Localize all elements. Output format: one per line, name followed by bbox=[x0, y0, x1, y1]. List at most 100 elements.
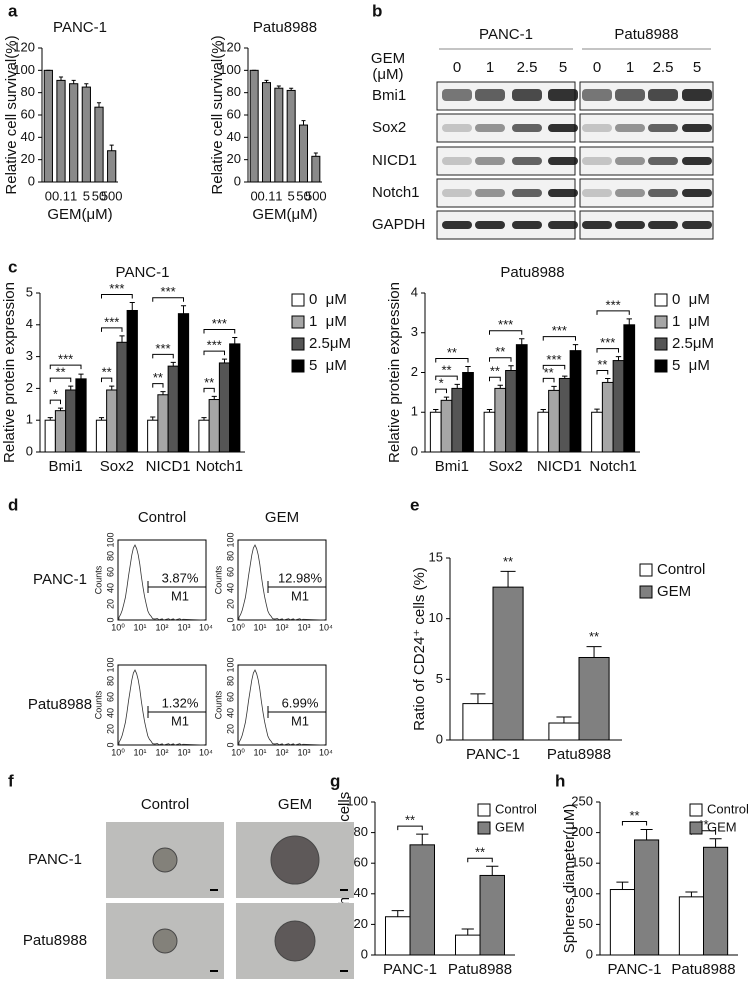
bar bbox=[81, 86, 91, 183]
error-bar bbox=[500, 570, 516, 588]
flow-x-tick-label: 10⁰ bbox=[111, 747, 125, 757]
blot-row-label: Notch1 bbox=[372, 184, 420, 201]
significance-label: ** bbox=[698, 817, 708, 832]
x-tick-label: Patu8988 bbox=[671, 961, 735, 978]
flow-x-tick-label: 10³ bbox=[297, 747, 310, 757]
flow-y-tick-label: 60 bbox=[105, 567, 115, 577]
significance-label: ** bbox=[405, 813, 415, 828]
flow-percentage: 1.32% bbox=[162, 695, 199, 710]
bar bbox=[569, 350, 582, 453]
blot-band bbox=[548, 221, 578, 229]
error-bar bbox=[519, 338, 525, 345]
blot-band bbox=[512, 89, 542, 101]
y-tick-label: 40 bbox=[227, 129, 241, 144]
bar bbox=[249, 69, 259, 183]
significance-label: *** bbox=[546, 352, 561, 367]
significance-bracket bbox=[489, 376, 501, 382]
legend-swatch bbox=[477, 821, 491, 835]
error-bar bbox=[461, 928, 474, 936]
y-tick-label: 80 bbox=[227, 84, 241, 99]
flow-x-tick-label: 10⁴ bbox=[199, 622, 213, 632]
blot-band bbox=[648, 157, 678, 165]
flow-y-tick-label: 0 bbox=[105, 617, 115, 622]
significance-label: * bbox=[53, 387, 58, 402]
panel-label: d bbox=[8, 495, 18, 514]
y-tick-label: 5 bbox=[436, 671, 443, 686]
panel-label: c bbox=[8, 257, 17, 276]
significance-bracket bbox=[49, 377, 72, 383]
flow-y-tick-label: 60 bbox=[225, 567, 235, 577]
error-bar bbox=[443, 396, 450, 401]
bar bbox=[157, 394, 169, 453]
blot-dose: 1 bbox=[486, 59, 494, 76]
y-tick-label: 20 bbox=[227, 151, 241, 166]
significance-label: ** bbox=[503, 554, 513, 569]
significance-bracket bbox=[542, 364, 566, 370]
error-bar bbox=[454, 383, 460, 389]
flow-x-tick-label: 10³ bbox=[297, 622, 310, 632]
y-tick-label: 150 bbox=[571, 855, 593, 870]
sphere bbox=[152, 847, 178, 873]
blot-band bbox=[442, 157, 472, 165]
flow-histogram bbox=[118, 544, 205, 621]
flow-x-tick-label: 10¹ bbox=[133, 747, 146, 757]
x-tick-label: 500 bbox=[101, 188, 123, 203]
significance-label: *** bbox=[552, 323, 567, 338]
significance-label: ** bbox=[153, 370, 163, 385]
flow-y-tick-label: 100 bbox=[105, 532, 115, 547]
y-tick-label: 200 bbox=[571, 824, 593, 839]
bar bbox=[609, 889, 635, 956]
bar bbox=[54, 410, 67, 453]
significance-label: ** bbox=[204, 375, 214, 390]
blot-band bbox=[442, 221, 472, 229]
error-bar bbox=[391, 910, 404, 917]
bar bbox=[591, 411, 603, 453]
bar bbox=[462, 703, 494, 741]
error-bar bbox=[289, 87, 294, 91]
bar bbox=[126, 309, 138, 453]
blot-band bbox=[548, 89, 578, 101]
legend-label: Control bbox=[495, 801, 537, 816]
significance-label: ** bbox=[495, 344, 505, 359]
x-tick-label: 0.1 bbox=[52, 188, 70, 203]
blot-band bbox=[442, 189, 472, 197]
y-tick-label: 120 bbox=[13, 39, 35, 54]
blot-band bbox=[582, 89, 612, 101]
bar bbox=[44, 419, 56, 453]
blot-dose: 5 bbox=[693, 59, 701, 76]
flow-y-tick-label: 40 bbox=[225, 708, 235, 718]
significance-bracket bbox=[101, 294, 133, 299]
panel-label: e bbox=[410, 495, 419, 514]
x-tick-label: 0 bbox=[251, 188, 258, 203]
error-bar bbox=[276, 85, 281, 89]
significance-label: *** bbox=[207, 338, 222, 353]
bar bbox=[298, 124, 309, 183]
flow-y-tick-label: 60 bbox=[225, 692, 235, 702]
bar bbox=[385, 916, 411, 956]
bar bbox=[56, 79, 66, 183]
significance-label: ** bbox=[55, 365, 65, 380]
significance-label: *** bbox=[498, 317, 513, 332]
blot-band bbox=[442, 124, 472, 132]
legend-label: 0 μM bbox=[672, 291, 710, 308]
bar bbox=[43, 69, 53, 183]
y-axis-title: Spheres diameter(μM) bbox=[561, 804, 578, 954]
bar bbox=[409, 844, 435, 956]
x-tick-label: 5 bbox=[83, 188, 90, 203]
x-tick-label: Bmi1 bbox=[49, 458, 83, 475]
bar bbox=[537, 411, 550, 453]
error-bar bbox=[685, 891, 698, 897]
y-tick-label: 0 bbox=[28, 173, 35, 188]
error-bar bbox=[264, 79, 269, 83]
significance-bracket bbox=[203, 387, 215, 393]
flow-y-tick-label: 0 bbox=[225, 742, 235, 747]
flow-y-tick-label: 20 bbox=[105, 724, 115, 734]
y-tick-label: 250 bbox=[571, 793, 593, 808]
blot-band bbox=[582, 221, 612, 229]
error-bar bbox=[465, 366, 471, 373]
x-tick-label: 50 bbox=[296, 188, 310, 203]
error-bar bbox=[540, 408, 546, 413]
error-bar bbox=[594, 408, 600, 413]
significance-bracket bbox=[542, 377, 555, 383]
blot-band bbox=[582, 157, 612, 165]
